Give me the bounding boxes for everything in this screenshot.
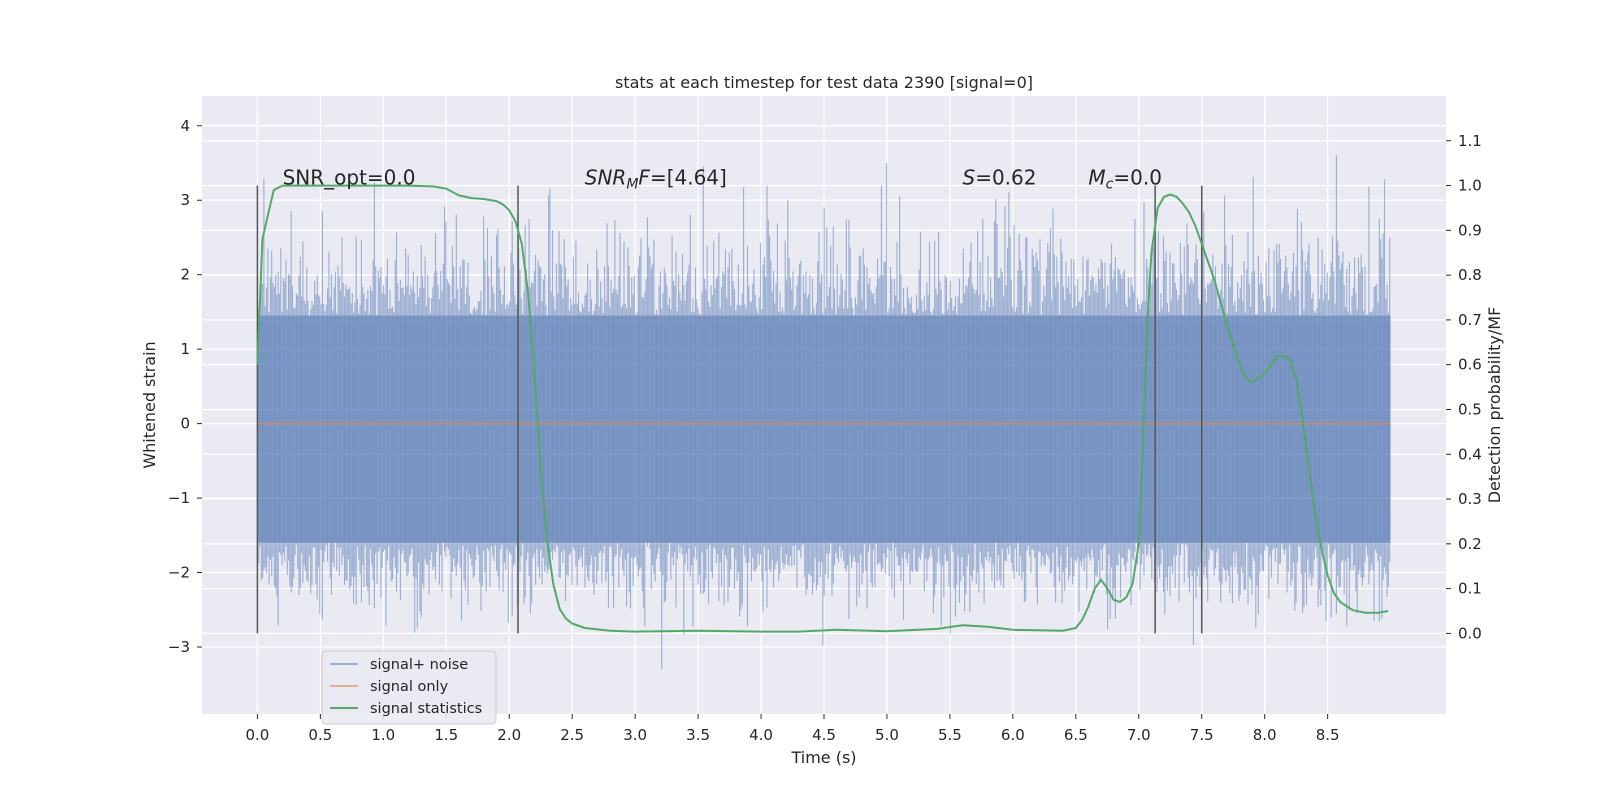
legend: signal+ noise signal only signal statist… [321,650,497,725]
y2-axis-ticks: 0.0 0.1 0.2 0.3 0.4 0.5 0.6 0.7 0.8 0.9 1.0 1.1 [1446,132,1482,642]
y-tick-label: 0 [180,415,190,433]
x-axis-ticks: 0.0 0.5 1.0 1.5 2.0 2.5 3.0 3.5 4.0 4.5 5.0 5.5 6.0 6… [245,714,1340,744]
x-tick-label: 2.0 [497,726,521,744]
x-tick-label: 3.0 [623,726,647,744]
x-tick-label: 7.0 [1127,726,1151,744]
annotation-snr-opt: SNR_opt=0.0 [283,165,416,189]
signal-statistics-series [256,184,1389,633]
chart-title: stats at each timestep for test data 239… [615,73,1033,92]
x-tick-label: 1.5 [434,726,458,744]
x-tick-label: 5.5 [938,726,962,744]
x-tick-label: 5.0 [875,726,899,744]
x-tick-label: 1.0 [371,726,395,744]
x-tick-label: 0.0 [245,726,269,744]
annotations: SNR_opt=0.0 SNRMF=[4.64] S=0.62 Mc=0.0 [283,165,1162,192]
x-axis-label: Time (s) [790,748,856,767]
y2-tick-label: 0.9 [1458,221,1482,239]
y2-tick-label: 0.1 [1458,580,1482,598]
annotation-s-stat: S=0.62 [963,165,1037,189]
y2-tick-label: 0.7 [1458,311,1482,329]
y-tick-label: −2 [168,564,190,582]
y2-tick-label: 1.0 [1458,177,1482,195]
x-tick-label: 4.0 [749,726,773,744]
x-tick-label: 0.5 [308,726,332,744]
x-tick-label: 7.5 [1190,726,1214,744]
x-tick-label: 8.5 [1316,726,1340,744]
x-tick-label: 4.5 [812,726,836,744]
legend-box [321,650,497,725]
annotation-mc-stat: Mc=0.0 [1088,165,1162,192]
y-tick-label: 2 [180,266,190,284]
y2-tick-label: 0.0 [1458,624,1482,642]
y2-tick-label: 0.4 [1458,445,1482,463]
y-tick-label: 1 [180,340,190,358]
y2-tick-label: 1.1 [1458,132,1482,150]
annotation-snr-mf: SNRMF=[4.64] [585,165,727,192]
y2-axis-label: Detection probability/MF [1485,307,1504,504]
y-axis-label: Whitened strain [140,341,159,468]
y2-tick-label: 0.2 [1458,535,1482,553]
y-axis-ticks: −3 −2 −1 0 1 2 3 4 [168,117,202,656]
x-tick-label: 2.5 [560,726,584,744]
y-tick-label: 3 [180,191,190,209]
y2-tick-label: 0.3 [1458,490,1482,508]
x-tick-label: 6.0 [1001,726,1025,744]
x-tick-label: 3.5 [686,726,710,744]
y2-tick-label: 0.5 [1458,400,1482,418]
y-tick-label: −3 [168,638,190,656]
vertical-markers [256,185,1203,634]
legend-label-signal-noise: signal+ noise [370,657,468,673]
x-tick-label: 8.0 [1253,726,1277,744]
y2-tick-label: 0.8 [1458,266,1482,284]
x-tick-label: 6.5 [1064,726,1088,744]
y-tick-label: 4 [180,117,190,135]
y-tick-label: −1 [168,489,190,507]
y2-tick-label: 0.6 [1458,356,1482,374]
legend-label-signal-statistics: signal statistics [370,701,482,717]
signal-statistics-line [256,184,1389,633]
legend-label-signal-only: signal only [370,679,449,695]
